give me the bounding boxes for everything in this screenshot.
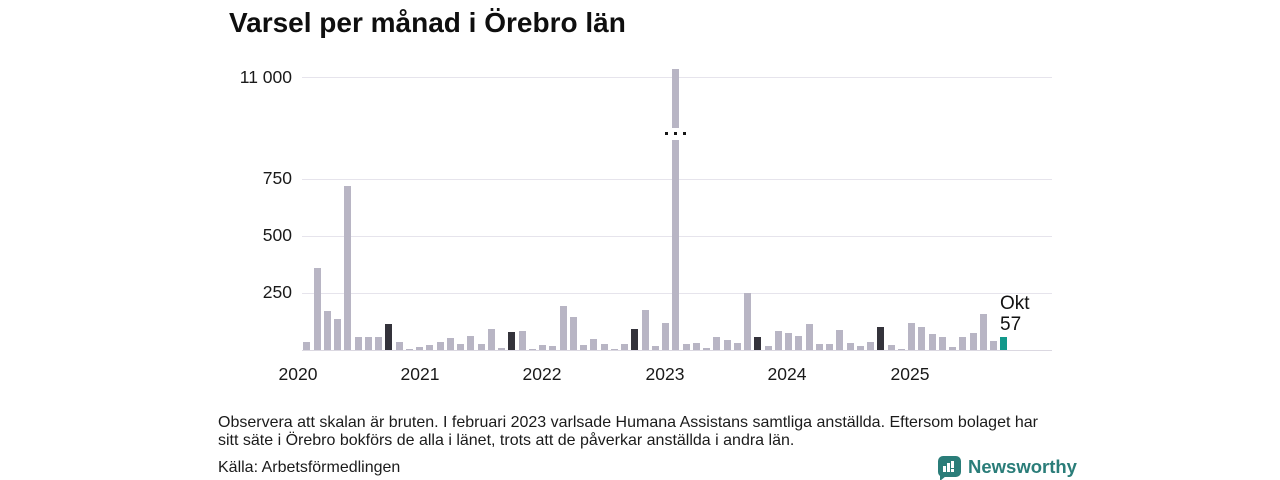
bar-Dec-2024	[897, 349, 905, 350]
footnote: Observera att skalan är bruten. I februa…	[218, 414, 1038, 449]
bar-Sep-2025	[990, 341, 997, 350]
axis-break-dot	[665, 132, 669, 135]
plot-area	[302, 68, 1052, 351]
bar-Jun-2021	[467, 336, 475, 350]
y-tick-label-250: 250	[262, 282, 292, 302]
y-tick-label-500: 500	[262, 225, 292, 245]
bar-Dec-2021	[528, 349, 536, 350]
bar-Maj-2020	[334, 319, 341, 350]
x-axis-line	[302, 350, 1052, 351]
x-tick-label-2024: 2024	[767, 364, 807, 384]
bar-Jun-2024	[836, 330, 844, 350]
bar-Okt-2024	[877, 327, 885, 350]
bar-Dec-2020	[405, 349, 413, 350]
x-tick-label-2020: 2020	[278, 364, 318, 384]
bar-Okt-2021	[508, 332, 516, 350]
bar-Sep-2020	[375, 337, 382, 350]
source-label: Källa: Arbetsförmedlingen	[218, 459, 401, 476]
bar-Okt-2023	[754, 337, 762, 350]
bar-Mar-2021	[436, 342, 444, 350]
latest-value-annotation: Okt 57	[1000, 293, 1030, 335]
x-tick-label-2023: 2023	[645, 364, 685, 384]
bar-Aug-2022	[610, 349, 618, 350]
bar-Jul-2025	[969, 333, 977, 350]
bar-Apr-2025	[938, 337, 946, 350]
bar-Feb-2022	[549, 346, 557, 350]
bar-Feb-2020	[303, 342, 311, 350]
bar-Apr-2021	[446, 338, 454, 350]
y-tick-label-11000: 11 000	[239, 67, 292, 87]
bar-Aug-2021	[487, 329, 495, 350]
bar-Mar-2024	[805, 324, 813, 350]
bar-Jun-2025	[959, 337, 967, 350]
bar-Apr-2020	[323, 311, 331, 350]
bar-Apr-2022	[569, 317, 577, 350]
bar-Maj-2023	[703, 348, 710, 350]
bar-Jan-2023	[662, 323, 669, 350]
bar-Apr-2024	[815, 344, 823, 350]
bar-Feb-2021	[426, 345, 434, 350]
y-tick-label-750: 750	[262, 168, 292, 188]
bar-Aug-2020	[364, 337, 372, 350]
bar-Jul-2021	[477, 344, 485, 350]
bar-Mar-2022	[559, 306, 567, 350]
newsworthy-brand: Newsworthy	[938, 454, 1077, 480]
bar-Mar-2025	[928, 334, 936, 350]
bar-Maj-2022	[580, 345, 587, 350]
bar-Feb-2025	[918, 327, 926, 350]
annotation-month: Okt	[1000, 293, 1030, 314]
bar-Feb-2024	[795, 336, 803, 350]
bar-Aug-2023	[733, 343, 741, 350]
bar-Sep-2023	[744, 293, 751, 350]
bar-Nov-2023	[764, 346, 772, 350]
bar-Jan-2024	[785, 333, 792, 350]
bar-Nov-2022	[641, 310, 649, 350]
bar-Jan-2022	[539, 345, 546, 350]
bar-Nov-2021	[518, 331, 526, 350]
bar-Aug-2024	[856, 346, 864, 350]
bar-Jun-2020	[344, 186, 352, 350]
bar-Nov-2020	[395, 342, 403, 350]
bar-Maj-2025	[949, 347, 956, 350]
bar-Mar-2020	[313, 268, 321, 350]
bar-Aug-2025	[979, 314, 987, 350]
bar-Jul-2023	[723, 340, 731, 350]
bar-Mar-2023	[682, 344, 690, 350]
chart-title: Varsel per månad i Örebro län	[229, 7, 626, 38]
bar-Okt-2025	[1000, 337, 1008, 350]
bar-Dec-2022	[651, 346, 659, 350]
bar-Jan-2025	[908, 323, 915, 350]
x-tick-label-2025: 2025	[890, 364, 930, 384]
annotation-value: 57	[1000, 314, 1022, 335]
bar-Nov-2024	[887, 345, 895, 350]
bar-Jul-2024	[846, 343, 854, 350]
footnote-line-2: sitt säte i Örebro bokförs de alla i län…	[218, 431, 795, 449]
bar-Jul-2020	[354, 337, 362, 350]
bar-Sep-2024	[867, 342, 874, 350]
bar-Okt-2020	[385, 324, 393, 350]
bar-Okt-2022	[631, 329, 639, 350]
axis-break-dot	[674, 132, 678, 135]
newsworthy-wordmark: Newsworthy	[968, 456, 1077, 477]
bar-Sep-2021	[498, 348, 505, 350]
bar-Jan-2021	[416, 347, 423, 350]
bar-Dec-2023	[774, 331, 782, 350]
bar-Sep-2022	[621, 344, 628, 350]
bar-Maj-2021	[457, 344, 464, 350]
bar-Apr-2023	[692, 343, 700, 350]
bar-Jun-2023	[713, 337, 721, 350]
x-tick-label-2021: 2021	[400, 364, 440, 384]
footnote-line-1: Observera att skalan är bruten. I februa…	[218, 414, 1038, 431]
newsworthy-logo-icon	[938, 455, 961, 480]
bar-Jun-2022	[590, 339, 598, 350]
bar-Feb-2023	[672, 69, 680, 350]
axis-break-dot	[683, 132, 687, 135]
bar-Jul-2022	[600, 344, 608, 350]
bar-Maj-2024	[826, 344, 833, 350]
x-tick-label-2022: 2022	[522, 364, 562, 384]
